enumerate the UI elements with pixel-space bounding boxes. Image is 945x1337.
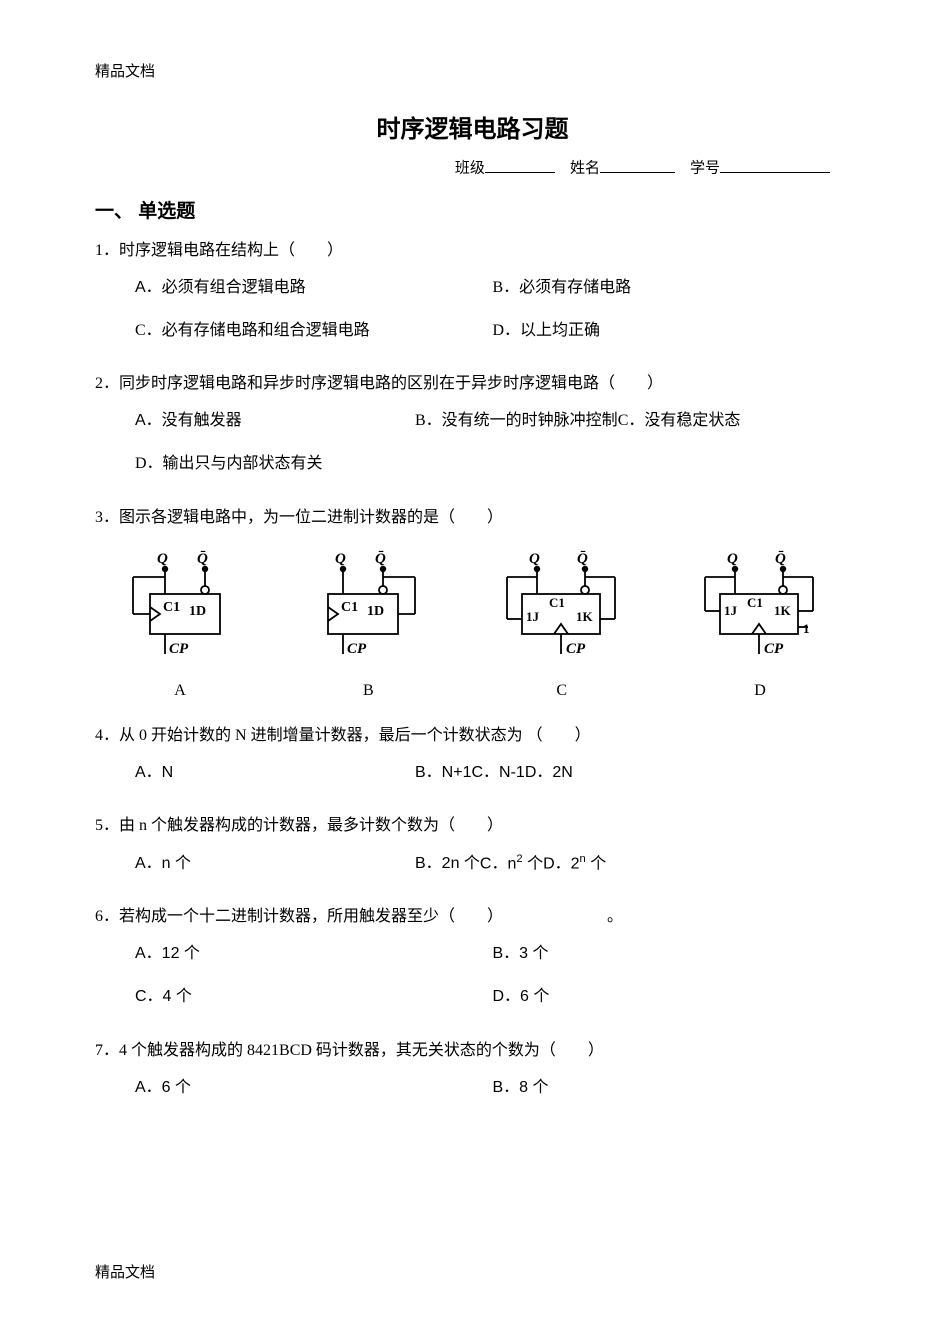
q4-text: 从 0 开始计数的 N 进制增量计数器，最后一个计数状态为 （ ） [119, 727, 591, 744]
q5-num: 5． [95, 817, 119, 834]
svg-text:1K: 1K [774, 603, 792, 618]
svg-text:1: 1 [803, 621, 810, 636]
svg-text:Q̄: Q̄ [577, 551, 588, 567]
info-line: 班级 姓名 学号 [95, 156, 850, 178]
header-note: 精品文档 [95, 60, 850, 81]
q7-opt-b: B．8 个 [493, 1074, 851, 1101]
q5-opt-c: C．n2 个 [480, 850, 543, 878]
diagram-d: Q Q̄ C1 1J 1K 1 CP D [680, 549, 840, 704]
svg-text:C1: C1 [549, 595, 565, 610]
diagram-a: Q Q̄ C1 1D CP A [105, 549, 255, 704]
id-label: 学号 [690, 161, 720, 177]
q6-text: 若构成一个十二进制计数器，所用触发器至少（ ） 。 [119, 908, 623, 925]
q4-opt-b: B．N+1 [415, 759, 471, 786]
diagram-b-label: B [293, 677, 443, 704]
question-5: 5．由 n 个触发器构成的计数器，最多计数个数为（ ） A．n 个 B．2n 个… [95, 812, 850, 893]
q2-opt-c: C．没有稳定状态 [618, 407, 741, 434]
question-1: 1．时序逻辑电路在结构上（ ） A．必须有组合逻辑电路 B．必须有存储电路 C．… [95, 237, 850, 361]
diagram-a-label: A [105, 677, 255, 704]
q7-opt-a: A．6 个 [135, 1074, 493, 1101]
svg-text:C1: C1 [341, 600, 358, 615]
q5-opt-b: B．2n 个 [415, 850, 480, 878]
q5-opt-d: D．2n 个 [543, 850, 606, 878]
q2-opt-d: D．输出只与内部状态有关 [135, 450, 323, 477]
q4-num: 4． [95, 727, 119, 744]
q1-opt-d: D．以上均正确 [493, 317, 851, 344]
svg-text:1J: 1J [526, 609, 540, 624]
svg-text:CP: CP [169, 641, 189, 657]
svg-text:C1: C1 [747, 595, 763, 610]
name-blank [600, 156, 675, 173]
svg-text:Q: Q [529, 551, 540, 567]
svg-text:1D: 1D [367, 604, 384, 619]
diagram-row: Q Q̄ C1 1D CP A [95, 541, 850, 712]
question-4: 4．从 0 开始计数的 N 进制增量计数器，最后一个计数状态为 （ ） A．N … [95, 722, 850, 802]
svg-text:CP: CP [347, 641, 367, 657]
q4-opt-c: C．N-1 [471, 759, 524, 786]
q6-opt-a: A．12 个 [135, 940, 493, 967]
q2-num: 2． [95, 375, 119, 392]
q6-opt-c: C．4 个 [135, 983, 493, 1010]
class-label: 班级 [455, 161, 485, 177]
svg-text:Q̄: Q̄ [197, 551, 208, 567]
question-7: 7．4 个触发器构成的 8421BCD 码计数器，其无关状态的个数为（ ） A．… [95, 1037, 850, 1117]
svg-text:CP: CP [566, 641, 586, 657]
svg-text:Q̄: Q̄ [375, 551, 386, 567]
svg-text:CP: CP [764, 641, 784, 657]
q1-opt-b: B．必须有存储电路 [493, 274, 851, 301]
q2-text: 同步时序逻辑电路和异步时序逻辑电路的区别在于异步时序逻辑电路（ ） [119, 375, 663, 392]
svg-text:1K: 1K [576, 609, 594, 624]
diagram-c-label: C [482, 677, 642, 704]
q7-num: 7． [95, 1042, 119, 1059]
q1-opt-c: C．必有存储电路和组合逻辑电路 [135, 317, 493, 344]
q7-text: 4 个触发器构成的 8421BCD 码计数器，其无关状态的个数为（ ） [119, 1042, 604, 1059]
svg-text:Q: Q [727, 551, 738, 567]
q1-num: 1． [95, 242, 119, 259]
question-6: 6．若构成一个十二进制计数器，所用触发器至少（ ） 。 A．12 个 B．3 个… [95, 903, 850, 1027]
q6-opt-b: B．3 个 [493, 940, 851, 967]
page-title: 时序逻辑电路习题 [95, 109, 850, 144]
q3-num: 3． [95, 509, 119, 526]
name-label: 姓名 [570, 161, 600, 177]
q2-opt-a: A．没有触发器 [135, 407, 415, 434]
id-blank [720, 156, 830, 173]
svg-text:Q̄: Q̄ [775, 551, 786, 567]
q6-num: 6． [95, 908, 119, 925]
q5-text: 由 n 个触发器构成的计数器，最多计数个数为（ ） [119, 817, 503, 834]
question-3: 3．图示各逻辑电路中，为一位二进制计数器的是（ ） [95, 504, 850, 712]
q1-opt-a: A．必须有组合逻辑电路 [135, 274, 493, 301]
svg-text:C1: C1 [163, 600, 180, 615]
q6-opt-d: D．6 个 [493, 983, 851, 1010]
class-blank [485, 156, 555, 173]
q5-opt-a: A．n 个 [135, 850, 415, 878]
q4-opt-d: D．2N [525, 759, 573, 786]
footer-note: 精品文档 [95, 1261, 155, 1282]
q4-opt-a: A．N [135, 759, 415, 786]
q2-opt-b: B．没有统一的时钟脉冲控制 [415, 407, 618, 434]
diagram-d-label: D [680, 677, 840, 704]
diagram-b: Q Q̄ C1 1D CP B [293, 549, 443, 704]
svg-text:1J: 1J [724, 603, 738, 618]
diagram-c: Q Q̄ C1 1J 1K CP C [482, 549, 642, 704]
section-heading: 一、 单选题 [95, 196, 850, 223]
question-2: 2．同步时序逻辑电路和异步时序逻辑电路的区别在于异步时序逻辑电路（ ） A．没有… [95, 370, 850, 494]
svg-text:Q: Q [335, 551, 346, 567]
q1-text: 时序逻辑电路在结构上（ ） [119, 242, 343, 259]
svg-text:1D: 1D [189, 604, 206, 619]
q3-text: 图示各逻辑电路中，为一位二进制计数器的是（ ） [119, 509, 503, 526]
svg-text:Q: Q [157, 551, 168, 567]
